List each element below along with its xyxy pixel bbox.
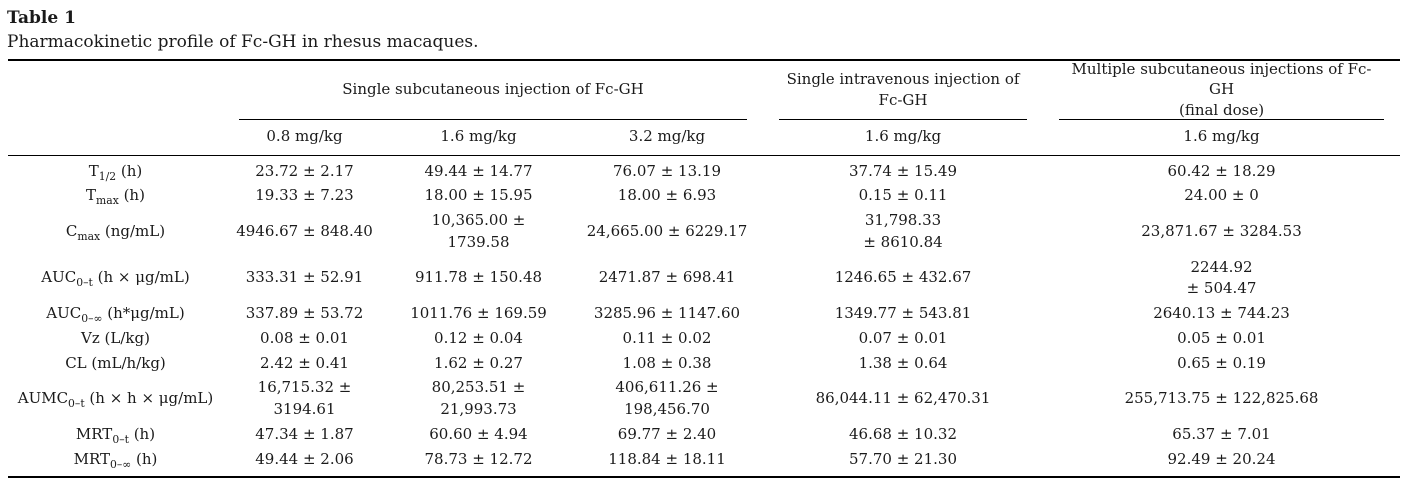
table-cell: 118.84 ± 18.11: [608, 449, 726, 468]
table-caption-block: Table 1 Pharmacokinetic profile of Fc-GH…: [0, 0, 1413, 55]
dose-header: 0.8 mg/kg: [223, 119, 386, 156]
table-cell: 65.37 ± 7.01: [1172, 424, 1271, 443]
table-cell: 24,665.00 ± 6229.17: [586, 221, 748, 240]
table-cell: 47.34 ± 1.87: [255, 424, 354, 443]
table-title: Pharmacokinetic profile of Fc-GH in rhes…: [7, 31, 479, 52]
table-cell: 31,798.33 ± 8610.84: [863, 211, 943, 251]
column-group-title: Multiple subcutaneous injections of Fc-G…: [1071, 60, 1372, 119]
pharmacokinetics-table: Single subcutaneous injection of Fc-GH S…: [8, 58, 1401, 479]
table-row: AUMC0–t (h × h × μg/mL) 16,715.32 ± 3194.…: [8, 376, 1400, 423]
table-cell: 406,611.26 ± 198,456.70: [615, 378, 719, 419]
table-cell: 911.78 ± 150.48: [414, 268, 543, 287]
dose-header: 3.2 mg/kg: [571, 119, 764, 156]
table-row: Vz (L/kg) 0.08 ± 0.01 0.12 ± 0.04 0.11 ± 0.…: [8, 326, 1400, 351]
table-cell: 69.77 ± 2.40: [617, 424, 717, 443]
table-cell: 1011.76 ± 169.59: [410, 304, 547, 323]
table-cell: 2.42 ± 0.41: [260, 353, 349, 372]
table-cell: 86,044.11 ± 62,470.31: [815, 389, 991, 408]
table-cell: 1.08 ± 0.38: [622, 353, 712, 372]
table-cell: 23,871.67 ± 3284.53: [1141, 221, 1302, 240]
empty-corner-cell: [8, 119, 223, 156]
table-cell: 1.38 ± 0.64: [858, 353, 948, 372]
table-row: Cmax (ng/mL) 4946.67 ± 848.40 10,365.00 ± …: [8, 209, 1400, 256]
table-row: AUC0–∞ (h*μg/mL) 337.89 ± 53.72 1011.76 ± …: [8, 302, 1400, 327]
table-cell: 255,713.75 ± 122,825.68: [1124, 389, 1319, 408]
row-label: AUC0–∞ (h*μg/mL): [46, 304, 185, 326]
table-cell: 57.70 ± 21.30: [849, 449, 958, 468]
table-cell: 3285.96 ± 1147.60: [593, 304, 741, 323]
dose-header: 1.6 mg/kg: [1043, 119, 1401, 156]
table-cell: 333.31 ± 52.91: [245, 268, 364, 287]
table-cell: 0.11 ± 0.02: [622, 328, 712, 347]
table-cell: 18.00 ± 6.93: [617, 186, 717, 205]
table-cell: 76.07 ± 13.19: [613, 161, 721, 180]
table-cell: 49.44 ± 14.77: [424, 161, 533, 180]
row-label: CL (mL/h/kg): [65, 353, 166, 372]
row-label: MRT0–∞ (h): [73, 449, 158, 471]
table-cell: 4946.67 ± 848.40: [236, 221, 373, 240]
table-cell: 16,715.32 ± 3194.61: [257, 378, 352, 419]
row-label: Cmax (ng/mL): [65, 221, 166, 243]
row-label: AUC0–t (h × μg/mL): [41, 268, 190, 290]
table-cell: 60.42 ± 18.29: [1167, 161, 1276, 180]
table-row: Tmax (h) 19.33 ± 7.23 18.00 ± 15.95 18.00 ±…: [8, 184, 1400, 209]
table-cell: 337.89 ± 53.72: [245, 304, 364, 323]
table-row: MRT0–t (h) 47.34 ± 1.87 60.60 ± 4.94 69.77 …: [8, 422, 1400, 447]
table-body: T1/2 (h) 23.72 ± 2.17 49.44 ± 14.77 76.07 ±…: [8, 155, 1400, 477]
dose-header: 1.6 mg/kg: [386, 119, 571, 156]
table-cell: 2471.87 ± 698.41: [598, 268, 736, 287]
table-cell: 1.62 ± 0.27: [434, 353, 523, 372]
table-cell: 18.00 ± 15.95: [424, 186, 533, 205]
table-cell: 0.05 ± 0.01: [1177, 328, 1266, 347]
table-cell: 0.08 ± 0.01: [260, 328, 349, 347]
table-cell: 0.12 ± 0.04: [434, 328, 523, 347]
row-label: T1/2 (h): [88, 161, 143, 183]
table-cell: 24.00 ± 0: [1184, 186, 1259, 205]
table-cell: 10,365.00 ± 1739.58: [431, 211, 526, 251]
table-number: Table 1: [7, 8, 76, 28]
row-label: MRT0–t (h): [75, 424, 156, 446]
table-cell: 1349.77 ± 543.81: [834, 304, 972, 323]
table-cell: 49.44 ± 2.06: [255, 449, 354, 468]
table-cell: 2244.92 ± 504.47: [1186, 257, 1257, 298]
table-cell: 23.72 ± 2.17: [255, 161, 354, 180]
empty-corner-cell: [8, 60, 223, 120]
table-row: T1/2 (h) 23.72 ± 2.17 49.44 ± 14.77 76.07 ±…: [8, 155, 1400, 184]
table-cell: 60.60 ± 4.94: [429, 424, 528, 443]
column-group-single-iv: Single intravenous injection of Fc-GH: [763, 60, 1043, 120]
table-cell: 80,253.51 ± 21,993.73: [431, 378, 526, 419]
table-cell: 0.65 ± 0.19: [1177, 353, 1266, 372]
table-cell: 37.74 ± 15.49: [849, 161, 958, 180]
column-group-title: Single subcutaneous injection of Fc-GH: [342, 80, 644, 99]
column-group-title: Single intravenous injection of Fc-GH: [786, 70, 1020, 109]
column-group-multiple-sc: Multiple subcutaneous injections of Fc-G…: [1043, 60, 1400, 120]
table-cell: 1246.65 ± 432.67: [834, 268, 972, 287]
table-cell: 46.68 ± 10.32: [849, 424, 958, 443]
group-header-row: Single subcutaneous injection of Fc-GH S…: [8, 60, 1400, 120]
dose-header-row: 0.8 mg/kg 1.6 mg/kg 3.2 mg/kg 1.6 mg/kg …: [8, 119, 1401, 156]
table-row: CL (mL/h/kg) 2.42 ± 0.41 1.62 ± 0.27 1.08 ±…: [8, 351, 1400, 376]
table-cell: 0.15 ± 0.11: [858, 186, 948, 205]
table-row: AUC0–t (h × μg/mL) 333.31 ± 52.91 911.78 ±…: [8, 255, 1400, 302]
column-group-single-sc: Single subcutaneous injection of Fc-GH: [223, 60, 763, 120]
row-label: Vz (L/kg): [81, 328, 150, 347]
table-row: MRT0–∞ (h) 49.44 ± 2.06 78.73 ± 12.72 118.8…: [8, 447, 1400, 477]
row-label: AUMC0–t (h × h × μg/mL): [17, 389, 214, 411]
table-cell: 92.49 ± 20.24: [1167, 449, 1276, 468]
row-label: Tmax (h): [86, 186, 145, 208]
table-cell: 19.33 ± 7.23: [255, 186, 354, 205]
table-cell: 78.73 ± 12.72: [424, 449, 533, 468]
dose-header: 1.6 mg/kg: [763, 119, 1044, 156]
table-cell: 0.07 ± 0.01: [858, 328, 948, 347]
table-cell: 2640.13 ± 744.23: [1153, 304, 1290, 323]
